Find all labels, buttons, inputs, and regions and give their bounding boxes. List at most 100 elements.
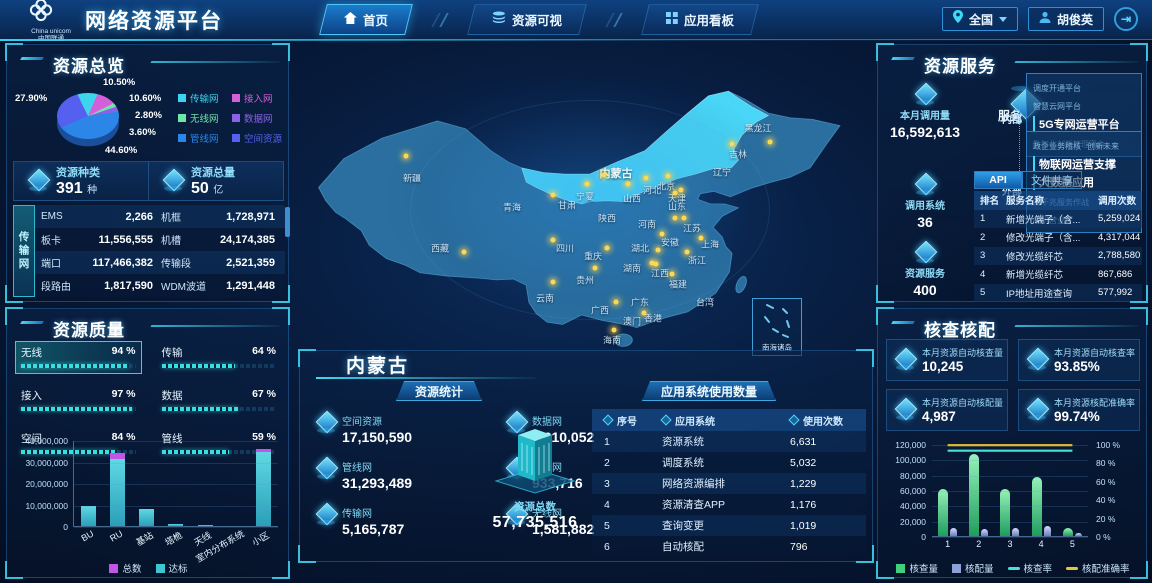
monthly-calls-value: 16,592,613 <box>889 124 961 140</box>
legend-label: 接入网 <box>243 94 273 105</box>
usage-section: 应用系统使用数量 序号 应用系统 使用次数 1 资源系统 6,631 2 调度系统 5,032 3… <box>592 381 866 557</box>
legend-line-swatch <box>1066 566 1079 570</box>
cell-index: 2 <box>604 456 610 469</box>
cell-index: 1 <box>604 435 610 448</box>
province-label-湖南[interactable]: 湖南 <box>622 263 642 274</box>
quality-value: 94 % <box>111 345 136 357</box>
map-dot <box>672 215 678 221</box>
province-label-浙江[interactable]: 浙江 <box>687 255 707 266</box>
province-label-西藏[interactable]: 西藏 <box>430 243 450 254</box>
app-title: 网络资源平台 <box>85 9 223 33</box>
region-stat-value: 5,165,787 <box>342 521 405 537</box>
province-label-香港[interactable]: 香港 <box>643 313 663 324</box>
province-label-河南[interactable]: 河南 <box>637 219 657 230</box>
audit-card: 本月资源自动核查量 10,245 <box>886 339 1009 381</box>
gridline <box>74 527 278 528</box>
province-label-贵州[interactable]: 贵州 <box>575 275 595 286</box>
y-axis-tick: 40,000,000 <box>25 436 68 446</box>
monthly-calls-label: 本月调用量 <box>900 111 950 122</box>
region-stat-value: 31,293,489 <box>342 475 413 491</box>
quality-item: 数据 67 % <box>156 384 283 417</box>
bar-check <box>1000 489 1011 536</box>
bar-group: 1 <box>938 445 958 549</box>
province-label-山东[interactable]: 山东 <box>667 201 687 212</box>
province-label-辽宁[interactable]: 辽宁 <box>712 167 732 178</box>
logout-button[interactable]: ⇥ <box>1114 7 1138 31</box>
gridline <box>74 505 278 507</box>
province-label-宁夏[interactable]: 宁夏 <box>575 191 595 202</box>
map-dot <box>767 139 773 145</box>
province-label-内蒙古[interactable]: 内蒙古 <box>599 168 633 180</box>
legend-item: 总数 <box>109 561 142 575</box>
cell-name: 传输段 <box>161 259 191 270</box>
province-label-湖北[interactable]: 湖北 <box>630 243 650 254</box>
south-china-sea-inset: 南海诸岛 <box>752 298 802 356</box>
province-label-陕西[interactable]: 陕西 <box>597 213 617 224</box>
tab-home[interactable]: 首页 <box>319 4 413 35</box>
province-label-安徽[interactable]: 安徽 <box>660 237 680 248</box>
tab-app-board[interactable]: 应用看板 <box>641 4 759 35</box>
province-label-四川[interactable]: 四川 <box>555 243 575 254</box>
quality-head: 数据 67 % <box>162 388 277 403</box>
province-label-吉林[interactable]: 吉林 <box>728 149 748 160</box>
region-selector[interactable]: 全国 <box>941 7 1018 31</box>
province-label-青海[interactable]: 青海 <box>502 202 522 213</box>
cell-name: 端口 <box>41 259 61 270</box>
stats-badge: 资源统计 <box>396 381 482 401</box>
province-label-广东[interactable]: 广东 <box>630 297 650 308</box>
audit-card-value: 4,987 <box>922 409 956 424</box>
region-stat: 空间资源 17,150,590 <box>316 413 412 445</box>
quality-bar-track <box>21 364 136 368</box>
panel-resource-quality: 资源质量 无线 94 % 传输 64 % 接入 97 % 数据 67 % 空间 84 % 管线 59 … <box>5 307 290 579</box>
pie-legend-item: 传输网 <box>178 91 228 105</box>
province-label-新疆[interactable]: 新疆 <box>402 173 422 184</box>
service-item: 政企业务稽核 <box>1033 142 1081 151</box>
tab-resource-visual[interactable]: 资源可视 <box>467 4 587 35</box>
tab-文件共享[interactable]: 文件共享 <box>1022 171 1082 189</box>
user-chip[interactable]: 胡俊英 <box>1027 7 1104 31</box>
province-label-黑龙江[interactable]: 黑龙江 <box>744 123 772 134</box>
province-label-上海[interactable]: 上海 <box>700 239 720 250</box>
pie-percent-label: 3.60% <box>129 127 156 138</box>
x-axis-label: 4 <box>1038 539 1044 549</box>
header-controls: 全国 胡俊英 ⇥ <box>941 7 1138 31</box>
legend-swatch <box>896 563 906 573</box>
quality-head: 接入 97 % <box>21 388 136 403</box>
quality-bar-track <box>161 364 276 368</box>
scrollbar-thumb[interactable] <box>285 207 290 237</box>
map-dot <box>729 141 735 147</box>
province-label-河北[interactable]: 河北 <box>642 185 662 196</box>
cell-system: 资源清查APP <box>662 499 726 511</box>
tab-API[interactable]: API <box>974 171 1022 189</box>
cell-value: 11,556,555 <box>98 233 153 246</box>
province-label-海南[interactable]: 海南 <box>602 335 622 346</box>
province-label-广西[interactable]: 广西 <box>590 305 610 316</box>
province-label-山西[interactable]: 山西 <box>622 193 642 204</box>
province-label-云南[interactable]: 云南 <box>535 293 555 304</box>
province-label-重庆[interactable]: 重庆 <box>583 251 603 262</box>
left-axis-tick: 120,000 <box>895 440 926 450</box>
province-label-江苏[interactable]: 江苏 <box>682 223 702 234</box>
legend-item: 核配量 <box>951 561 994 575</box>
province-label-天津[interactable]: 天津 <box>667 193 687 204</box>
china-map[interactable]: 新疆青海西藏 甘肃 宁夏 陕西 山西 河北 北京 天津 山东 河南 江苏 安徽 上海浙江 湖北重庆 四川湖南… <box>290 40 875 356</box>
bar-check <box>938 489 949 536</box>
pie-legend-item: 数据网 <box>231 111 282 125</box>
quality-item: 空间 84 % <box>15 427 142 460</box>
cell-service: 新增光端子（含... <box>1006 214 1081 226</box>
x-axis-label: 1 <box>945 539 951 549</box>
audit-card-value: 10,245 <box>922 359 964 374</box>
audit-combo-chart: 1 2 3 4 5 0 20,000 40,000 60,000 80,000 100,000 12… <box>882 440 1144 575</box>
province-label-江西[interactable]: 江西 <box>650 268 670 279</box>
province-label-甘肃[interactable]: 甘肃 <box>557 200 577 211</box>
province-label-福建[interactable]: 福建 <box>668 279 688 290</box>
province-label-台湾[interactable]: 台湾 <box>695 297 715 308</box>
quality-bar-fill <box>21 407 133 411</box>
cell-name: 段路由 <box>41 282 71 293</box>
dashboard-grid-icon <box>666 11 679 29</box>
province-label-北京[interactable]: 北京 <box>656 181 676 192</box>
legend-swatch <box>231 114 240 122</box>
quality-item: 管线 59 % <box>156 427 283 460</box>
combo-bars: 1 2 3 4 5 <box>932 445 1088 549</box>
province-label-澳门[interactable]: 澳门 <box>622 316 642 327</box>
